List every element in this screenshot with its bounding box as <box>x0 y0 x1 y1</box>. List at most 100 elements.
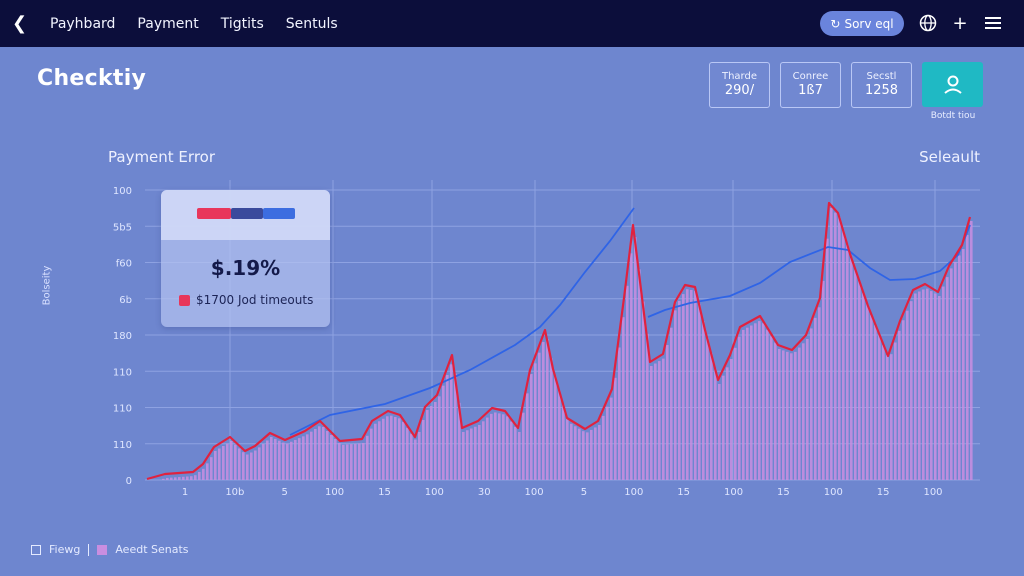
chart-bar <box>702 321 705 480</box>
chart-bar <box>522 412 525 480</box>
chart-bar <box>190 476 193 480</box>
kpi-card-2[interactable]: Conree 1ß7 <box>780 62 841 108</box>
nav-item-dashboard[interactable]: Payhbard <box>50 15 116 32</box>
chart-bar <box>594 427 597 480</box>
chart-bar <box>774 342 777 480</box>
chart-bar <box>454 373 457 480</box>
legend-checkbox[interactable] <box>31 544 41 555</box>
chart-bar <box>414 439 417 480</box>
y-tick-label: 5b5 <box>113 222 132 233</box>
chart-bar <box>422 420 425 480</box>
nav-item-insights[interactable]: Tigtits <box>220 15 264 32</box>
chart-bar <box>250 452 253 480</box>
nav-item-settings[interactable]: Sentuls <box>285 15 338 32</box>
chart-bar <box>222 446 225 480</box>
chart-bar <box>446 375 449 480</box>
plus-icon[interactable]: + <box>952 12 968 34</box>
chart-bar <box>366 435 369 480</box>
chart-bar <box>798 347 801 480</box>
x-tick-label: 15 <box>677 487 690 498</box>
top-bar: ❮ Payhbard Payment Tigtits Sentuls ↻ Sor… <box>0 0 1024 47</box>
chart-bar <box>418 432 421 480</box>
chart-bar <box>870 315 873 480</box>
chart-bar <box>566 418 569 480</box>
chart-bar <box>582 431 585 480</box>
chart-bar <box>746 327 749 480</box>
chart-bar <box>826 238 829 480</box>
chart-bar <box>782 350 785 480</box>
tooltip-segment-blue <box>263 208 295 219</box>
chart-bar <box>282 442 285 480</box>
chart-bar <box>306 434 309 480</box>
chart-bar <box>546 338 549 480</box>
chart-bar <box>686 289 689 480</box>
chart-bar <box>750 325 753 480</box>
chart-bar <box>242 452 245 480</box>
chart-bar <box>914 293 917 480</box>
chart-bar <box>646 333 649 480</box>
user-icon <box>943 75 962 94</box>
chart-bar <box>386 416 389 480</box>
chart-bar <box>574 426 577 480</box>
x-tick-label: 5 <box>581 487 587 498</box>
chart-bar <box>354 443 357 480</box>
chart-bar <box>622 317 625 480</box>
y-axis-ticks: 0 110 110 110 180 6b f60 5b5 100 <box>113 186 132 487</box>
chart-bar <box>762 323 765 480</box>
chart-bar <box>590 429 593 480</box>
chart-bar <box>298 438 301 480</box>
chart-bar <box>238 448 241 480</box>
kpi-card-1[interactable]: Tharde 290/ <box>709 62 770 108</box>
chart-bar <box>822 280 825 480</box>
chart-bar <box>558 390 561 480</box>
x-tick-label: 100 <box>525 487 544 498</box>
chart-bar <box>806 339 809 480</box>
user-action-button[interactable] <box>922 62 983 107</box>
chart-bar <box>942 286 945 480</box>
chart-bar <box>830 208 833 480</box>
chart-bar <box>458 402 461 480</box>
chart-bar <box>690 290 693 480</box>
chart-bar <box>906 310 909 480</box>
chart-bar <box>182 476 185 480</box>
chart-bar <box>606 406 609 480</box>
chart-bar <box>310 431 313 480</box>
chart-bar <box>890 354 893 480</box>
chart-tooltip: $.19% $1700 Jod timeouts <box>161 190 330 327</box>
chart-bar <box>538 352 541 480</box>
x-tick-label: 5 <box>282 487 288 498</box>
chart-bar <box>694 290 697 480</box>
x-tick-label: 100 <box>824 487 843 498</box>
chart-bar <box>450 364 453 480</box>
search-button[interactable]: ↻ Sorv eql <box>820 11 904 36</box>
chart-bar <box>378 421 381 480</box>
chart-bar <box>614 377 617 480</box>
chart-selector[interactable]: Seleault <box>919 148 980 166</box>
chart-bar <box>954 261 957 480</box>
chart-bar <box>570 423 573 480</box>
chart-bar <box>842 230 845 480</box>
chart-bar <box>726 367 729 480</box>
chart-bar <box>946 277 949 480</box>
chart-bar <box>742 329 745 480</box>
chart-bar <box>838 217 841 480</box>
chart-bar <box>206 463 209 480</box>
globe-icon[interactable] <box>917 12 939 34</box>
chart-bar <box>506 416 509 480</box>
chart-bar <box>674 310 677 480</box>
chart-bar <box>166 477 169 480</box>
chart-bar <box>950 268 953 480</box>
kpi-card-3[interactable]: Secstl 1258 <box>851 62 912 108</box>
chart-bar <box>502 414 505 480</box>
menu-icon[interactable] <box>982 12 1004 34</box>
series-line-blue <box>289 207 971 436</box>
chart-bar <box>578 428 581 480</box>
chart-bar <box>178 477 181 480</box>
chart-bar <box>670 327 673 480</box>
back-icon[interactable]: ❮ <box>12 13 28 34</box>
chart-bar <box>466 430 469 480</box>
chart-bar <box>626 285 629 480</box>
chart-bar <box>274 438 277 480</box>
nav-item-payment[interactable]: Payment <box>137 15 199 32</box>
chart-bar <box>358 443 361 480</box>
